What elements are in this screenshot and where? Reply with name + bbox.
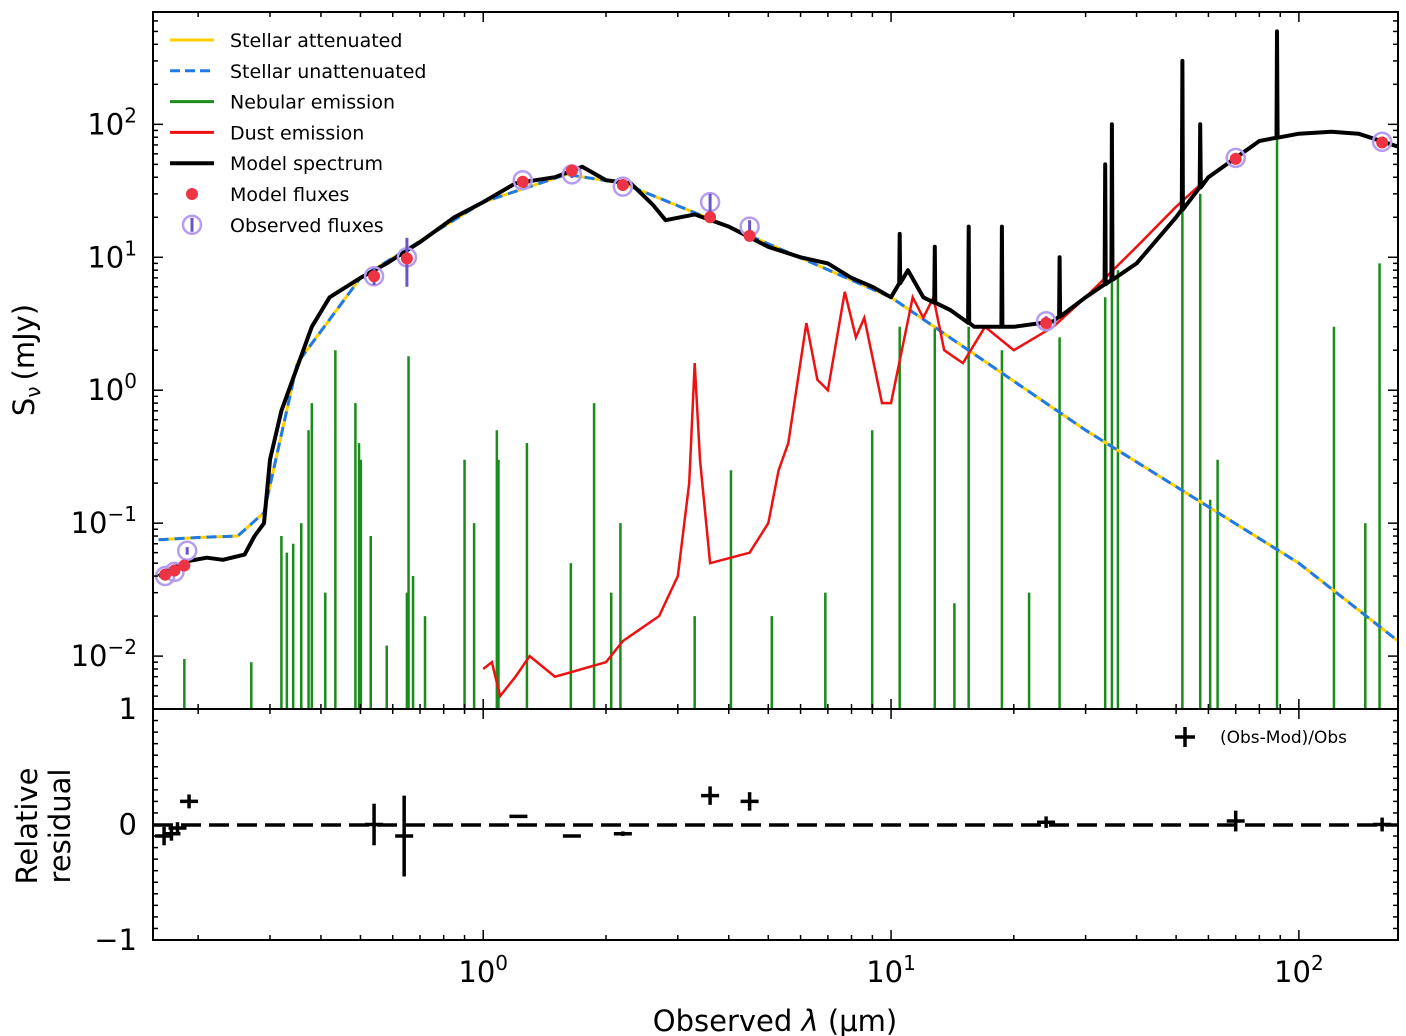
model-flux-point <box>400 252 413 265</box>
residual-y-tick-label: 1 <box>119 692 137 726</box>
model-flux-point <box>565 164 578 177</box>
model-flux-point <box>368 270 381 283</box>
x-axis-title-unit: (μm) <box>819 1004 898 1036</box>
sed-y-axis-title-subscript: ν <box>21 387 45 398</box>
sed-y-axis-title-symbol: S <box>7 398 41 416</box>
residual-markers <box>155 786 1392 877</box>
legend-label: Observed fluxes <box>230 215 384 237</box>
sed-y-tick-label: 10−1 <box>71 502 137 540</box>
flux-markers <box>154 131 1393 587</box>
residual-y-axis-title-line1: Relative <box>10 768 44 885</box>
legend-label: Stellar attenuated <box>230 30 402 52</box>
residual-y-axis-title-line2: residual <box>43 769 77 884</box>
tick-base: 10 <box>866 955 903 989</box>
model-flux-point <box>1040 317 1053 330</box>
tick-base: 10 <box>87 240 124 274</box>
tick-exponent: 1 <box>124 236 137 260</box>
legend-label: Dust emission <box>230 122 364 144</box>
tick-exponent: 0 <box>124 369 137 393</box>
sed-y-axis-title-unit: (mJy) <box>7 304 41 381</box>
observed-flux-marker <box>176 540 198 562</box>
legend-label: Model spectrum <box>230 153 383 175</box>
tick-exponent: 1 <box>903 951 916 975</box>
tick-exponent: 0 <box>495 951 508 975</box>
x-axis-title-var: λ <box>800 1004 819 1036</box>
legend-label: Nebular emission <box>230 92 395 114</box>
model-flux-point <box>704 211 717 224</box>
tick-base: 10 <box>71 506 108 540</box>
model-spectrum-line <box>157 29 1399 578</box>
model-flux-point <box>168 564 181 577</box>
model-flux-point <box>616 178 629 191</box>
model-flux-point <box>178 559 191 572</box>
tick-base: 10 <box>1274 955 1311 989</box>
observed-flux-marker <box>1225 147 1246 169</box>
model-flux-point <box>1376 136 1389 149</box>
x-axis-title: Observed λ (μm) <box>653 1004 897 1036</box>
sed-y-tick-label: 102 <box>87 103 137 141</box>
model-flux-point <box>516 175 529 188</box>
tick-exponent: 2 <box>124 103 137 127</box>
sed-legend: Stellar attenuated Stellar unattenuated Ne… <box>170 30 427 237</box>
residual-y-tick-label: 0 <box>119 808 137 842</box>
tick-base: 10 <box>87 373 124 407</box>
stellar-unattenuated-line <box>158 172 1399 643</box>
x-tick-label: 101 <box>866 951 916 989</box>
tick-base: 10 <box>87 107 124 141</box>
tick-exponent: −2 <box>108 635 137 659</box>
observed-flux-marker <box>1371 131 1393 152</box>
tick-exponent: 2 <box>1311 951 1324 975</box>
residual-y-axis-title: Relativeresidual <box>10 768 77 885</box>
sed-y-tick-label: 10−2 <box>71 635 137 673</box>
tick-base: 10 <box>71 639 108 673</box>
legend-model-flux-marker <box>186 188 198 200</box>
tick-exponent: −1 <box>108 502 137 526</box>
x-tick-label: 100 <box>458 951 508 989</box>
x-axis-title-prefix: Observed <box>653 1004 802 1036</box>
model-flux-point <box>1229 152 1242 165</box>
sed-y-axis-title: Sν (mJy) <box>7 304 45 416</box>
dust-emission-line <box>482 130 1399 699</box>
stellar-attenuated-line <box>158 172 1399 643</box>
residual-y-tick-label: −1 <box>94 923 137 957</box>
tick-base: 10 <box>458 955 495 989</box>
legend-observed-flux-marker <box>181 214 203 236</box>
residual-legend-label: (Obs-Mod)/Obs <box>1220 728 1347 748</box>
observed-flux-marker <box>363 265 385 287</box>
observed-flux-marker <box>612 176 634 197</box>
sed-y-tick-label: 101 <box>87 236 137 274</box>
nebular-emission-lines <box>183 137 1381 709</box>
observed-flux-marker <box>1035 311 1057 332</box>
legend-label: Stellar unattenuated <box>230 61 427 83</box>
x-tick-label: 102 <box>1274 951 1324 989</box>
sed-y-tick-label: 100 <box>87 369 137 407</box>
model-flux-point <box>743 229 756 242</box>
legend-label: Model fluxes <box>230 184 349 206</box>
residual-legend: (Obs-Mod)/Obs <box>1175 727 1347 748</box>
observed-flux-marker <box>512 169 533 191</box>
model-flux-point <box>159 568 172 581</box>
